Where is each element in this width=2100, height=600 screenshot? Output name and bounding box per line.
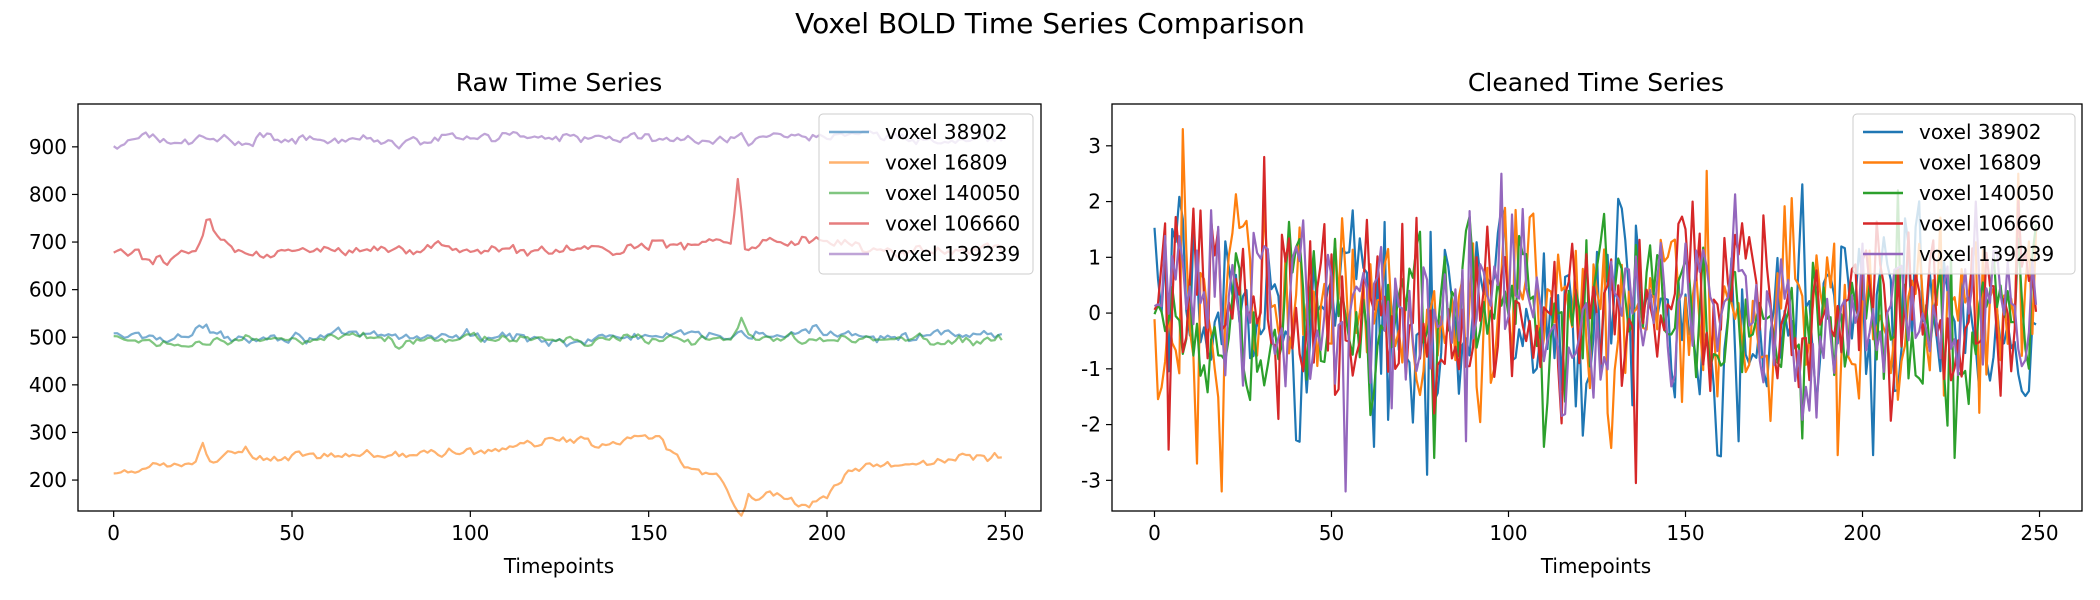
y-tick-label: 900 (29, 135, 67, 159)
cleaned-time-series-panel: Cleaned Time Series 0 50 100 150 200 250 -3 -2 -… (1081, 68, 2083, 578)
legend-label: voxel 16809 (1919, 151, 2042, 175)
y-tick-label: 2 (1088, 190, 1101, 214)
x-tick-label: 0 (107, 521, 120, 545)
x-tick-label: 0 (1148, 521, 1161, 545)
legend-label: voxel 106660 (885, 212, 1020, 236)
legend-label: voxel 140050 (885, 181, 1020, 205)
x-tick-label: 100 (451, 521, 489, 545)
x-tick-label: 250 (2020, 521, 2058, 545)
plot-frame (1111, 103, 2083, 512)
panel-title: Raw Time Series (456, 68, 663, 97)
series-line-voxel-140050 (113, 316, 1003, 350)
y-tick-label: -2 (1081, 413, 1101, 437)
x-tick-label: 250 (986, 521, 1024, 545)
series-line-voxel-140050 (1153, 189, 2038, 460)
legend-box (1852, 113, 2076, 275)
y-tick-label: 0 (1088, 301, 1101, 325)
legend-label: voxel 139239 (1919, 242, 2054, 266)
y-tick-label: 700 (29, 230, 67, 254)
x-axis-label: Timepoints (503, 554, 614, 578)
legend-label: voxel 106660 (1919, 212, 2054, 236)
x-axis-label: Timepoints (1540, 554, 1651, 578)
y-tick-label: 600 (29, 278, 67, 302)
legend-label: voxel 38902 (1919, 120, 2042, 144)
y-tick-label: 800 (29, 182, 67, 206)
y-tick-label: 500 (29, 325, 67, 349)
ticks-layer: 0 50 100 150 200 250 -3 -2 -1 0 1 2 3 (1081, 134, 2059, 545)
legend-label: voxel 140050 (1919, 181, 2054, 205)
x-tick-label: 100 (1489, 521, 1527, 545)
raw-time-series-panel: Raw Time Series 0 50 100 150 200 250 200 300 400… (29, 68, 1042, 578)
series-line-voxel-106660 (1153, 155, 2038, 485)
ticks-layer: 0 50 100 150 200 250 200 300 400 500 600 700 800 900 (29, 135, 1025, 545)
x-tick-label: 50 (1319, 521, 1344, 545)
x-tick-label: 200 (808, 521, 846, 545)
y-tick-label: 3 (1088, 134, 1101, 158)
legend-label: voxel 139239 (885, 242, 1020, 266)
plot-frame (77, 103, 1042, 512)
series-line-voxel-16809 (113, 434, 1002, 517)
figure-title: Voxel BOLD Time Series Comparison (795, 7, 1305, 40)
series-line-voxel-139239 (1153, 172, 2038, 493)
legend-box (818, 113, 1034, 275)
legend-label: voxel 38902 (885, 120, 1008, 144)
y-tick-label: -1 (1081, 357, 1101, 381)
legend-label: voxel 16809 (885, 151, 1008, 175)
x-tick-label: 50 (279, 521, 304, 545)
y-tick-label: 300 (29, 420, 67, 444)
panel-title: Cleaned Time Series (1468, 68, 1724, 97)
y-tick-label: 200 (29, 468, 67, 492)
legend: voxel 38902 voxel 16809 voxel 140050 voxel … (818, 113, 1034, 275)
y-tick-label: -3 (1081, 468, 1101, 492)
x-tick-label: 150 (630, 521, 668, 545)
x-tick-label: 200 (1843, 521, 1881, 545)
y-tick-label: 400 (29, 373, 67, 397)
legend: voxel 38902 voxel 16809 voxel 140050 voxel … (1852, 113, 2076, 275)
y-tick-label: 1 (1088, 245, 1101, 269)
x-tick-label: 150 (1666, 521, 1704, 545)
